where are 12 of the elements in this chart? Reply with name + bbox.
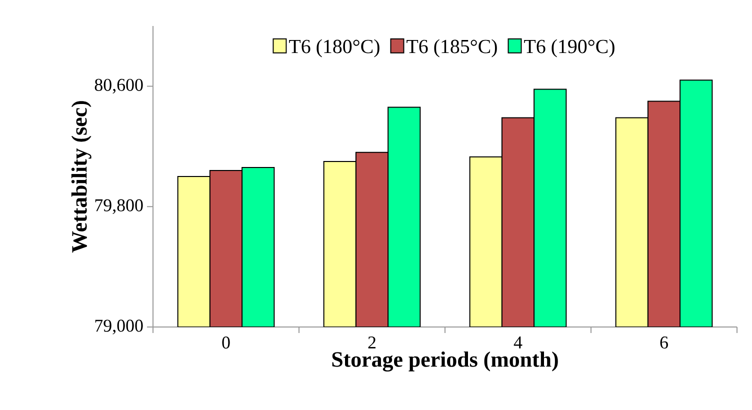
y-tick-label: 79,000 — [95, 320, 143, 334]
legend-label: T6 (190°C) — [524, 39, 614, 58]
legend-label: T6 (185°C) — [406, 39, 497, 58]
x-tick-label: 6 — [660, 336, 668, 349]
legend-label: T6 (180°C) — [289, 39, 380, 58]
y-tick-label: 80,600 — [94, 78, 143, 94]
y-axis-title: Wettability (sec) — [71, 101, 92, 253]
x-tick-label: 4 — [514, 336, 522, 348]
x-tick-label: 2 — [368, 336, 376, 348]
x-axis-title: Storage periods (month) — [332, 351, 558, 372]
x-tick-label: 0 — [222, 336, 230, 349]
y-tick-label: 79,800 — [95, 199, 143, 214]
